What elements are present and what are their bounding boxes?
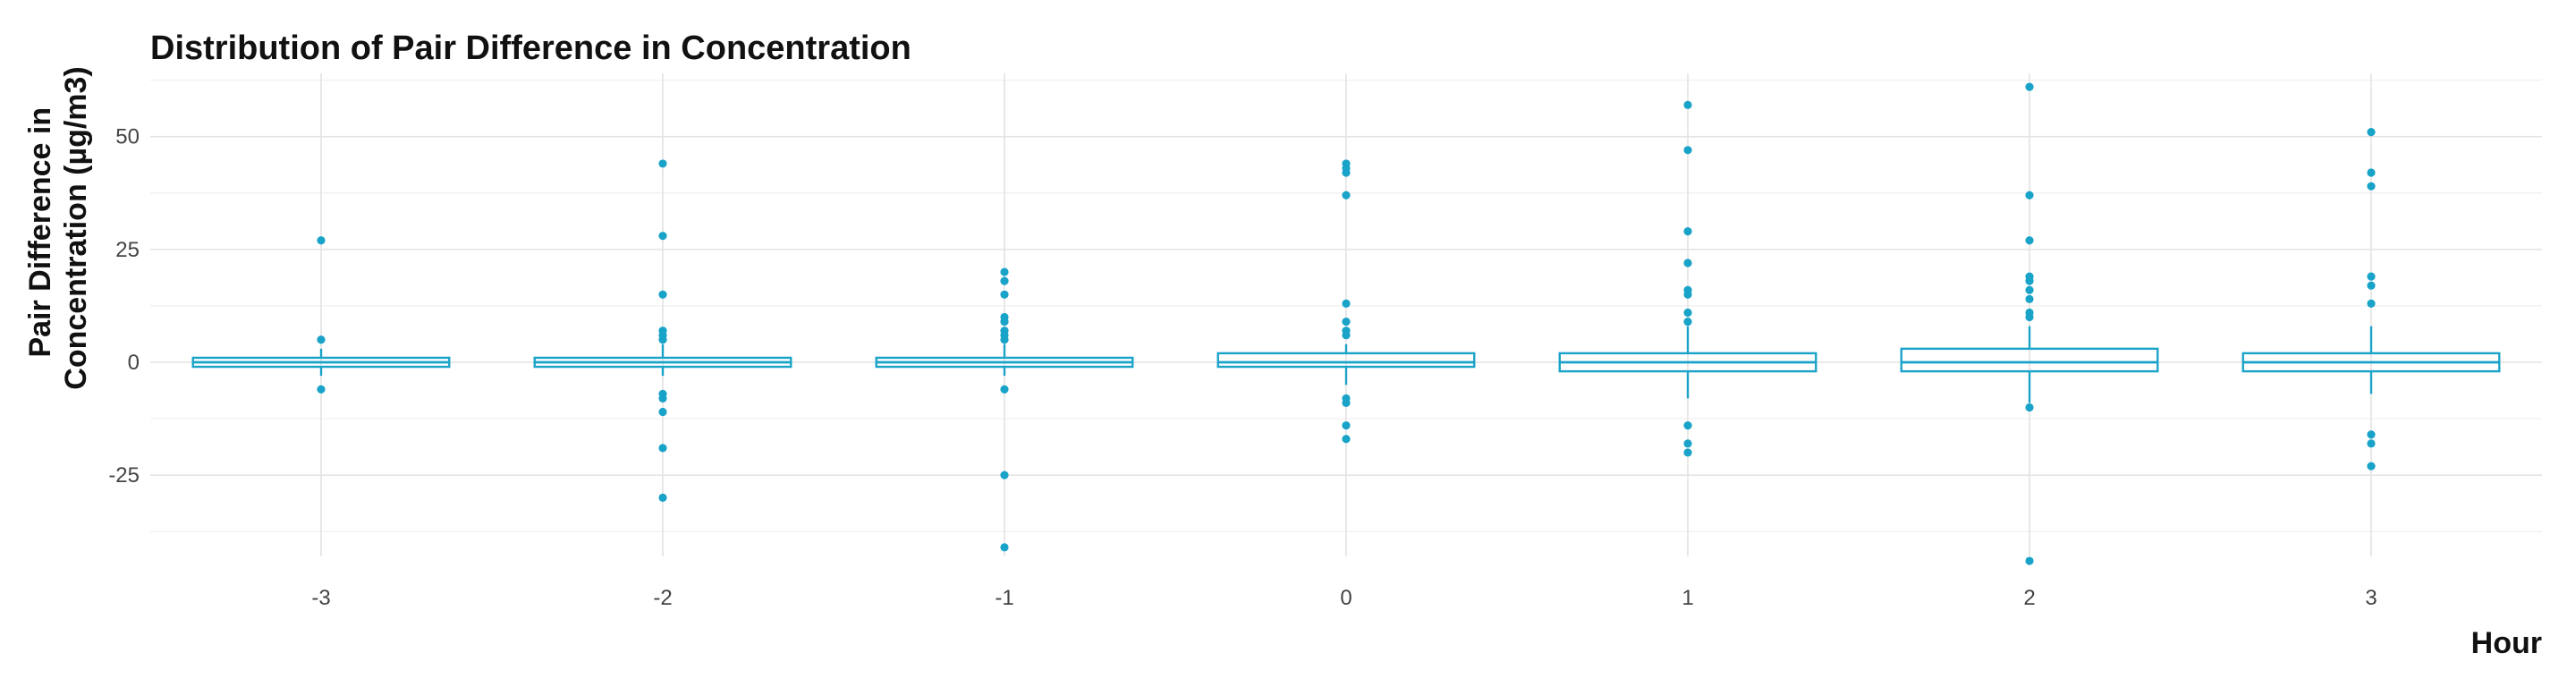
outlier-point <box>658 335 667 344</box>
y-axis-title-line-1: Pair Difference in <box>23 107 57 358</box>
outlier-point <box>1342 435 1351 444</box>
outlier-point <box>658 290 667 299</box>
y-axis-title: Pair Difference in Concentration (µg/m3) <box>23 66 93 389</box>
outlier-point <box>658 394 667 403</box>
outlier-point <box>1683 308 1692 318</box>
outlier-point <box>2025 285 2034 294</box>
y-tick-label: 25 <box>115 238 140 262</box>
box-group <box>1558 100 1818 457</box>
outlier-point <box>658 444 667 453</box>
outlier-point <box>1000 276 1009 285</box>
outlier-point <box>1683 259 1692 267</box>
outlier-point <box>2367 462 2376 471</box>
outlier-point <box>2025 312 2034 322</box>
x-tick-label: 1 <box>1682 586 1693 610</box>
outlier-point <box>2367 439 2376 448</box>
outlier-point <box>1342 168 1351 177</box>
outlier-point <box>1000 317 1009 327</box>
outlier-point <box>2367 430 2376 439</box>
outlier-point <box>1000 267 1009 276</box>
outlier-point <box>2025 556 2034 565</box>
box-rect <box>1216 352 1476 369</box>
outlier-point <box>1683 439 1692 448</box>
outlier-point <box>317 335 326 344</box>
outlier-point <box>317 236 326 245</box>
outlier-point <box>2025 276 2034 285</box>
outlier-point <box>317 385 326 394</box>
outlier-point <box>1000 385 1009 394</box>
outlier-point <box>2367 128 2376 137</box>
x-tick-label: 3 <box>2365 586 2377 610</box>
outlier-point <box>658 407 667 417</box>
boxes <box>191 82 2501 565</box>
outlier-point <box>1683 421 1692 430</box>
box-group <box>1216 159 1476 444</box>
outlier-point <box>1683 317 1692 327</box>
outlier-point <box>2367 281 2376 290</box>
outlier-point <box>1342 299 1351 308</box>
outlier-point <box>1342 398 1351 408</box>
outlier-point <box>2367 182 2376 191</box>
outlier-point <box>1342 421 1351 430</box>
outlier-point <box>1000 543 1009 552</box>
outlier-point <box>1683 290 1692 299</box>
outlier-point <box>1683 448 1692 457</box>
x-tick-label: -2 <box>653 586 672 610</box>
outlier-point <box>1342 331 1351 340</box>
y-axis-title-line-2: Concentration (µg/m3) <box>59 66 93 389</box>
box-group <box>533 159 792 502</box>
x-axis-title: Hour <box>2471 626 2542 660</box>
box-rect <box>1900 347 2159 373</box>
outlier-point <box>2025 82 2034 91</box>
box-group <box>875 267 1134 552</box>
outlier-point <box>2367 299 2376 308</box>
gridlines <box>150 73 2542 556</box>
outlier-point <box>658 232 667 241</box>
x-tick-label: -3 <box>311 586 330 610</box>
outlier-point <box>2025 403 2034 412</box>
outlier-point <box>1683 227 1692 236</box>
outlier-point <box>1000 335 1009 344</box>
outlier-point <box>1000 290 1009 299</box>
outlier-point <box>1683 146 1692 155</box>
y-tick-label: 0 <box>128 351 140 375</box>
outlier-point <box>1000 471 1009 479</box>
y-tick-label: 50 <box>115 125 140 149</box>
outlier-point <box>658 493 667 502</box>
box-group <box>2241 128 2501 471</box>
outlier-point <box>1342 317 1351 327</box>
outlier-point <box>2025 191 2034 199</box>
x-axis-ticks: -3 -2 -1 0 1 2 3 <box>311 586 2377 610</box>
box-group <box>1900 82 2159 565</box>
x-tick-label: 0 <box>1340 586 1352 610</box>
outlier-point <box>658 159 667 168</box>
outlier-point <box>2367 168 2376 177</box>
y-tick-label: -25 <box>108 463 140 488</box>
outlier-point <box>2025 236 2034 245</box>
outlier-point <box>2367 272 2376 281</box>
outlier-point <box>2025 294 2034 303</box>
x-tick-label: 2 <box>2023 586 2035 610</box>
box-group <box>191 236 451 394</box>
outlier-point <box>1683 100 1692 109</box>
y-axis-ticks: -25 0 25 50 <box>108 125 140 488</box>
outlier-point <box>1342 191 1351 199</box>
x-tick-label: -1 <box>995 586 1013 610</box>
chart-title: Distribution of Pair Difference in Conce… <box>150 30 911 67</box>
